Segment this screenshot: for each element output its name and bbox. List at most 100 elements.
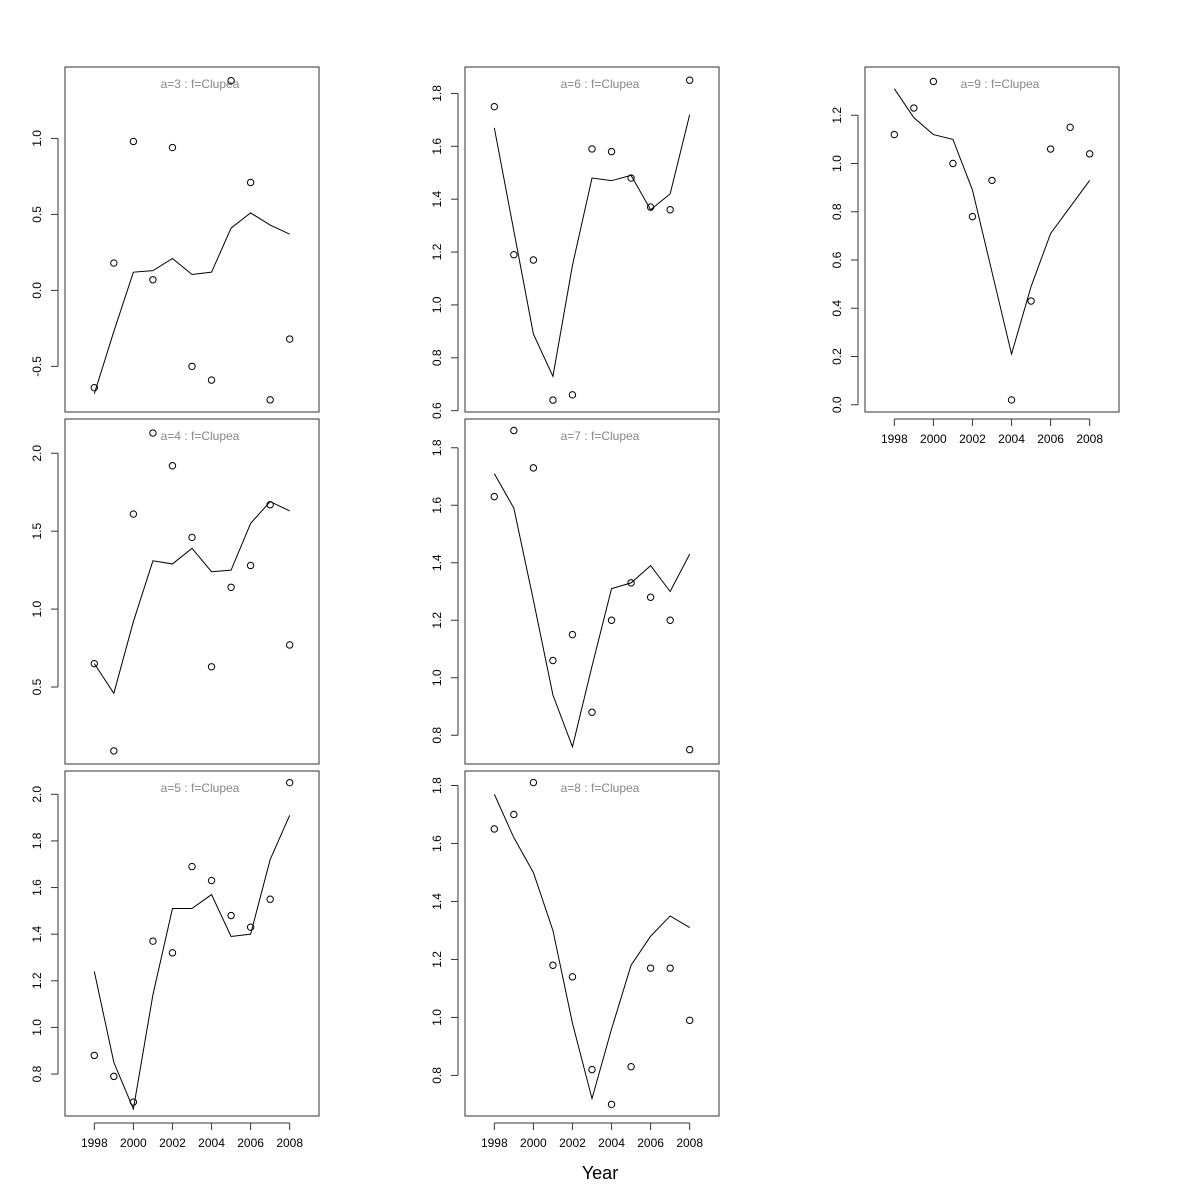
data-point <box>910 104 918 112</box>
panel-4: a=6 : f=Clupea 0.6 0.8 1.0 1.2 1.4 1.6 1.8 <box>430 66 720 419</box>
data-point <box>490 825 499 833</box>
data-point <box>646 593 655 601</box>
data-point <box>685 745 694 754</box>
data-point <box>646 203 655 211</box>
y-tick-label: 0.8 <box>430 727 444 744</box>
x-tick-label: 2006 <box>637 1136 664 1150</box>
panel-title: a=4 : f=Clupea <box>161 429 240 443</box>
data-point <box>266 396 274 404</box>
data-point <box>666 616 674 624</box>
data-point <box>90 1051 99 1060</box>
plot-frame <box>464 770 720 1117</box>
x-tick-label: 2006 <box>237 1136 264 1150</box>
data-point <box>666 206 674 214</box>
data-point <box>1027 297 1035 305</box>
panel-5: a=7 : f=Clupea 0.8 1.0 1.2 1.4 1.6 1.8 <box>430 418 720 765</box>
y-tick-label: 1.2 <box>430 612 444 629</box>
data-point <box>607 616 616 624</box>
data-point <box>988 176 996 185</box>
x-tick-label: 2000 <box>120 1136 147 1150</box>
y-tick-label: 1.2 <box>430 951 444 968</box>
panel-3: a=5 : f=Clupea 0.8 1.0 1.2 1.4 1.6 1.8 2.0 1998 2… <box>30 770 320 1150</box>
data-point <box>285 641 294 649</box>
y-tick-label: 1.6 <box>430 138 444 155</box>
fit-line <box>93 815 291 1111</box>
fit-line <box>893 88 1091 357</box>
data-point <box>110 259 118 267</box>
x-tick-label: 2002 <box>559 1136 586 1150</box>
y-tick-label: 0.5 <box>30 678 44 695</box>
data-point <box>246 561 255 570</box>
y-tick-label: 1.0 <box>30 130 44 147</box>
data-point <box>188 362 196 371</box>
x-tick-label: 2000 <box>520 1136 547 1150</box>
data-point <box>246 923 255 931</box>
fit-line <box>493 114 691 378</box>
panel-title: a=6 : f=Clupea <box>561 77 640 91</box>
data-point <box>1046 145 1055 153</box>
data-point <box>246 178 255 187</box>
y-tick-label: 0.8 <box>830 203 844 220</box>
y-tick-label: 1.8 <box>430 777 444 794</box>
data-point <box>227 583 235 591</box>
y-tick-label: 0.2 <box>830 348 844 365</box>
y-tick-label: -0.5 <box>30 356 44 377</box>
data-point <box>168 143 177 152</box>
y-tick-label: 1.8 <box>30 832 44 849</box>
fit-line <box>493 473 691 749</box>
y-tick-label: 0.6 <box>430 402 444 419</box>
data-point <box>490 102 499 111</box>
data-point <box>549 396 557 404</box>
y-tick-label: 2.0 <box>30 445 44 462</box>
y-tick-label: 1.6 <box>430 835 444 852</box>
data-point <box>188 533 196 542</box>
x-tick-label: 2002 <box>959 432 986 446</box>
x-tick-label: 1998 <box>81 1136 108 1150</box>
x-tick-label: 2000 <box>920 432 947 446</box>
x-tick-label: 1998 <box>481 1136 508 1150</box>
x-tick-label: 2004 <box>998 432 1025 446</box>
y-tick-label: 1.2 <box>430 243 444 260</box>
x-axis-label: Year <box>582 1163 618 1183</box>
x-tick-label: 1998 <box>881 432 908 446</box>
data-point <box>929 77 938 86</box>
y-tick-label: 1.2 <box>830 107 844 124</box>
data-point <box>149 937 157 945</box>
data-point <box>627 174 635 182</box>
data-point <box>285 778 294 787</box>
y-tick-label: 1.0 <box>30 600 44 617</box>
data-point <box>90 659 99 668</box>
y-tick-label: 1.4 <box>30 926 44 943</box>
y-tick-label: 0.0 <box>30 282 44 299</box>
data-point <box>588 145 596 153</box>
data-point <box>529 256 538 264</box>
data-point <box>890 130 899 139</box>
data-point <box>168 949 177 957</box>
y-tick-label: 1.5 <box>30 523 44 540</box>
data-point <box>129 137 138 146</box>
data-point <box>529 464 538 472</box>
y-tick-label: 0.5 <box>30 206 44 223</box>
data-point <box>568 391 577 399</box>
panel-title: a=9 : f=Clupea <box>961 77 1040 91</box>
y-tick-label: 1.0 <box>430 669 444 686</box>
data-point <box>168 462 177 470</box>
data-point <box>568 630 577 639</box>
y-tick-label: 1.0 <box>430 1009 444 1026</box>
plot-frame <box>464 66 720 413</box>
y-tick-label: 1.4 <box>430 893 444 910</box>
y-tick-label: 0.8 <box>30 1065 44 1082</box>
data-point <box>627 1063 635 1071</box>
data-point <box>685 76 694 84</box>
data-point <box>110 747 118 755</box>
data-point <box>588 1065 596 1074</box>
panel-6: a=8 : f=Clupea 0.8 1.0 1.2 1.4 1.6 1.8 1998 2000… <box>430 770 720 1150</box>
x-tick-label: 2008 <box>676 1136 703 1150</box>
data-point <box>510 426 518 435</box>
data-point <box>490 492 499 501</box>
y-tick-label: 1.6 <box>30 879 44 896</box>
plot-frame <box>64 770 320 1117</box>
data-point <box>207 376 216 384</box>
data-point <box>510 810 518 819</box>
data-point <box>510 251 518 259</box>
